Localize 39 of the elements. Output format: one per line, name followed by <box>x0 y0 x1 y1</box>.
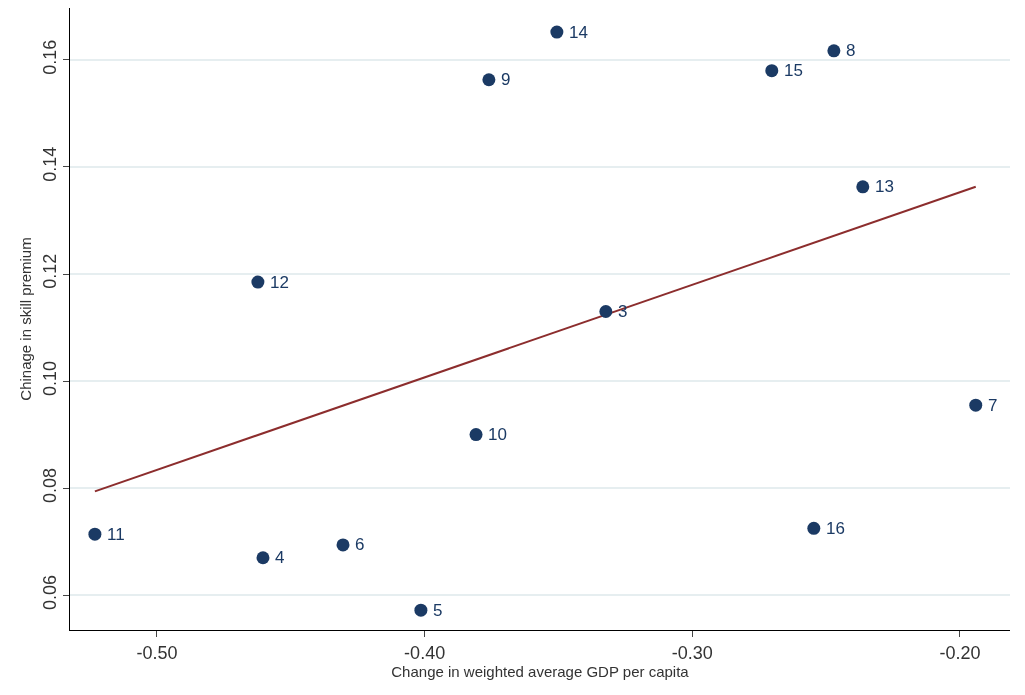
annotation: 7 <box>988 396 998 415</box>
annotation: 11 <box>107 525 125 544</box>
annotation: 10 <box>488 425 507 444</box>
x-tick-label: -0.50 <box>136 642 178 663</box>
point <box>856 180 870 194</box>
y-tick-label: 0.16 <box>39 39 60 75</box>
y-tick-label: 0.12 <box>39 253 60 289</box>
x-tick-label: -0.40 <box>404 642 446 663</box>
point <box>482 73 496 87</box>
x-axis-title: Change in weighted average GDP per capita <box>391 662 690 680</box>
annotation: 15 <box>784 61 803 80</box>
point <box>550 25 564 39</box>
annotation: 12 <box>270 273 289 292</box>
y-axis-title: Chinage in skill premium <box>17 237 35 401</box>
annotation: 6 <box>355 535 365 554</box>
point <box>969 398 983 412</box>
x-tick-label: -0.20 <box>939 642 981 663</box>
annotation: 13 <box>875 177 894 196</box>
annotation: 9 <box>501 70 511 89</box>
point <box>469 428 483 442</box>
annotation: 8 <box>846 41 856 60</box>
x-tick-label: -0.30 <box>671 642 713 663</box>
point <box>599 305 613 318</box>
point <box>765 64 779 78</box>
annotation: 14 <box>569 23 588 42</box>
point <box>256 551 270 565</box>
point <box>251 275 265 289</box>
annotation: 4 <box>275 548 285 567</box>
y-tick-label: 0.14 <box>39 146 60 182</box>
annotation: 16 <box>826 519 845 538</box>
point <box>827 44 841 58</box>
y-tick-label: 0.06 <box>39 574 60 611</box>
point <box>88 527 102 541</box>
y-tick-label: 0.08 <box>39 467 60 503</box>
annotation: 5 <box>433 601 443 620</box>
point <box>807 521 821 535</box>
point <box>414 603 428 617</box>
y-tick-label: 0.10 <box>39 360 60 396</box>
point <box>336 538 350 552</box>
